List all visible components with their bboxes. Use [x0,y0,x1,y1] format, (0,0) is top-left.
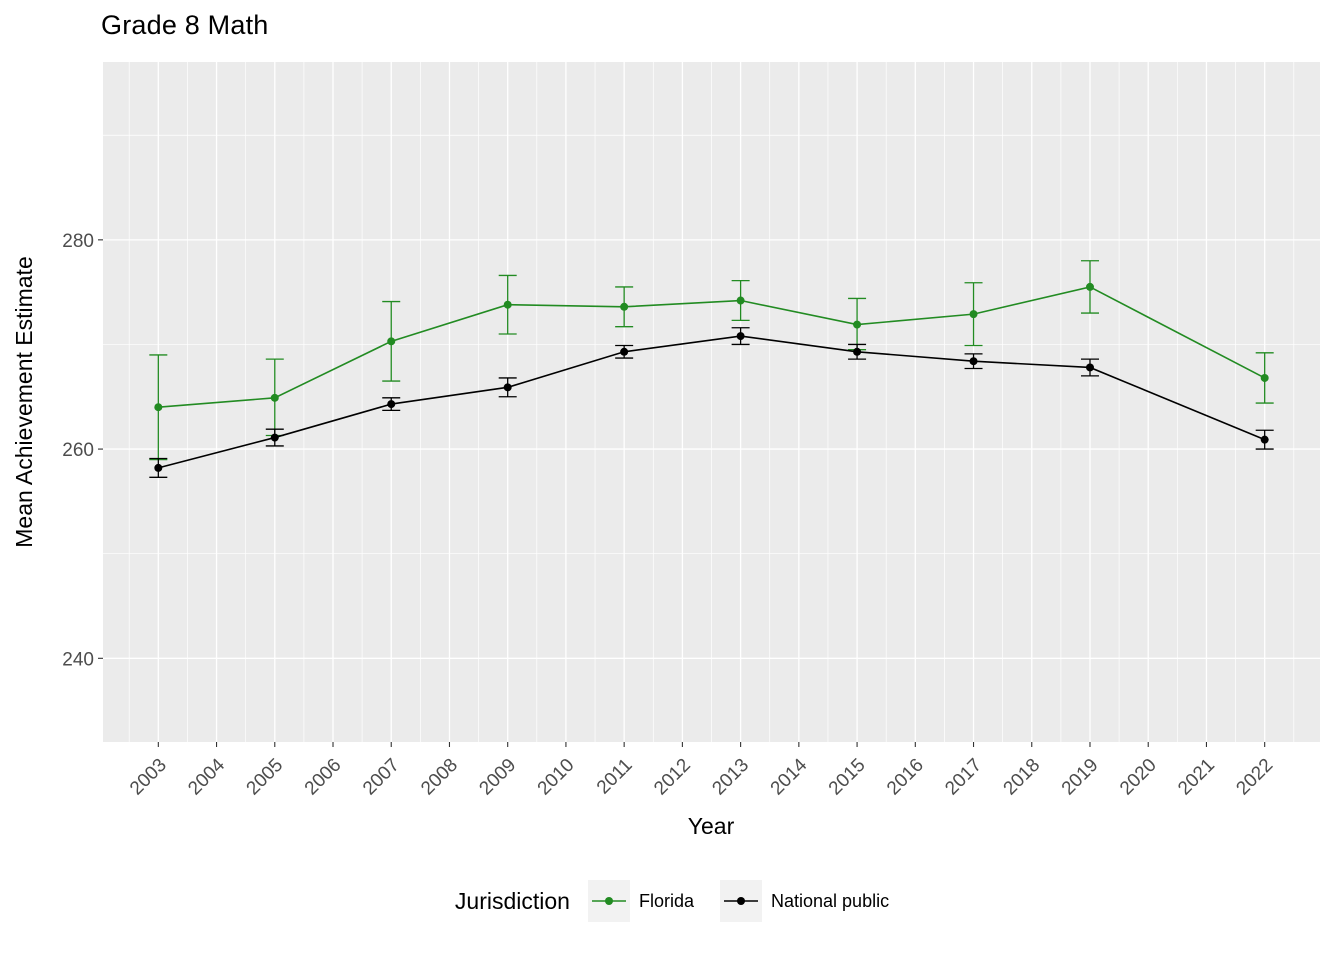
data-point [1260,373,1269,382]
x-tick-label: 2009 [475,755,520,800]
data-point [387,400,396,409]
legend-key-florida [587,880,630,922]
x-tick-label: 2005 [243,755,288,800]
data-point [503,300,512,309]
data-point [1085,363,1094,372]
data-point [969,357,978,366]
plot-title: Grade 8 Math [101,10,269,40]
data-point [1085,282,1094,291]
data-point [736,296,745,305]
y-tick-label: 260 [62,440,94,461]
data-point [503,383,512,392]
x-tick-label: 2021 [1174,755,1219,800]
x-tick-label: 2012 [650,755,695,800]
x-tick-label: 2022 [1232,755,1277,800]
data-point [154,463,163,472]
data-point [620,302,629,311]
x-tick-label: 2013 [708,755,753,800]
legend-item-florida: Florida [587,880,694,922]
series-layer [149,260,1274,478]
x-tick-label: 2006 [301,755,346,800]
data-point [154,403,163,412]
legend: Jurisdiction Florida National public [0,880,1344,922]
legend-title: Jurisdiction [454,887,570,914]
data-point [736,332,745,341]
data-point [620,347,629,356]
x-tick-label: 2004 [184,754,229,799]
x-tick-label: 2018 [1000,755,1045,800]
series-national-public [149,327,1274,478]
data-point [853,320,862,329]
data-point [1260,435,1269,444]
data-point [969,310,978,319]
x-tick-label: 2015 [825,755,870,800]
y-tick-label: 240 [62,649,94,670]
x-tick-label: 2007 [359,755,404,800]
legend-label-national-public: National public [771,890,890,911]
legend-item-national-public: National public [720,880,889,922]
x-tick-label: 2008 [417,755,462,800]
x-tick-label: 2010 [534,755,579,800]
series-line [158,335,1265,469]
data-point [853,347,862,356]
series-florida [149,260,1274,461]
gridlines [103,62,1320,742]
x-tick-label: 2019 [1058,755,1103,800]
legend-items: Florida National public [587,880,889,922]
data-point [270,433,279,442]
legend-label-florida: Florida [638,890,694,911]
x-tick-label: 2016 [883,755,928,800]
data-point [387,337,396,346]
y-tick-label: 280 [62,231,94,252]
x-tick-label: 2020 [1116,755,1161,800]
line-chart: 2003 2004 2005 2006 2007 2008 2009 2010 2011 2012… [11,62,1320,839]
data-point [270,393,279,402]
series-line [158,286,1266,409]
x-tick-label: 2011 [593,755,637,799]
legend-key-national-public [720,880,762,922]
x-tick-label: 2014 [767,754,812,799]
y-axis-title: Mean Achievement Estimate [11,256,37,547]
x-tick-label: 2003 [126,755,171,800]
x-axis-title: Year [688,813,735,839]
x-tick-label: 2017 [941,755,986,800]
